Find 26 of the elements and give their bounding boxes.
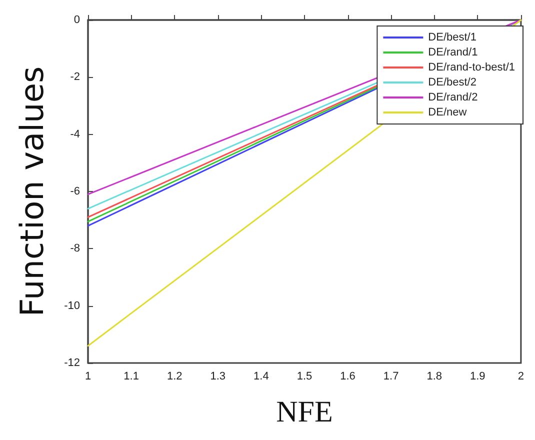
legend-label: DE/best/1: [428, 32, 476, 44]
legend-label: DE/rand-to-best/1: [428, 62, 516, 74]
y-tick-label: -4: [70, 128, 80, 140]
legend-label: DE/best/2: [428, 76, 476, 88]
y-tick-label: -12: [64, 357, 80, 369]
x-tick-label: 1.1: [124, 370, 139, 382]
x-tick-label: 1.7: [383, 370, 399, 382]
y-tick-label: -6: [70, 186, 80, 198]
x-axis-title: NFE: [276, 396, 333, 428]
y-tick-label: -8: [70, 242, 80, 255]
x-tick-label: 1.5: [296, 370, 312, 382]
x-tick-label: 2: [518, 370, 524, 382]
x-tick-label: 1.9: [470, 370, 486, 382]
x-tick-label: 1.2: [166, 370, 182, 382]
x-tick-label: 1.8: [426, 370, 442, 382]
legend-label: DE/rand/1: [428, 46, 478, 58]
legend-label: DE/new: [428, 106, 467, 118]
y-tick-label: 0: [74, 14, 80, 26]
x-tick-label: 1.4: [254, 370, 269, 382]
x-tick-label: 1.6: [340, 370, 356, 382]
legend-label: DE/rand/2: [428, 92, 478, 104]
y-tick-label: -2: [70, 71, 80, 84]
y-axis-title: Function values: [13, 66, 51, 317]
y-tick-label: -10: [64, 300, 80, 312]
x-tick-label: 1.3: [210, 370, 226, 382]
x-tick-label: 1: [84, 370, 92, 382]
